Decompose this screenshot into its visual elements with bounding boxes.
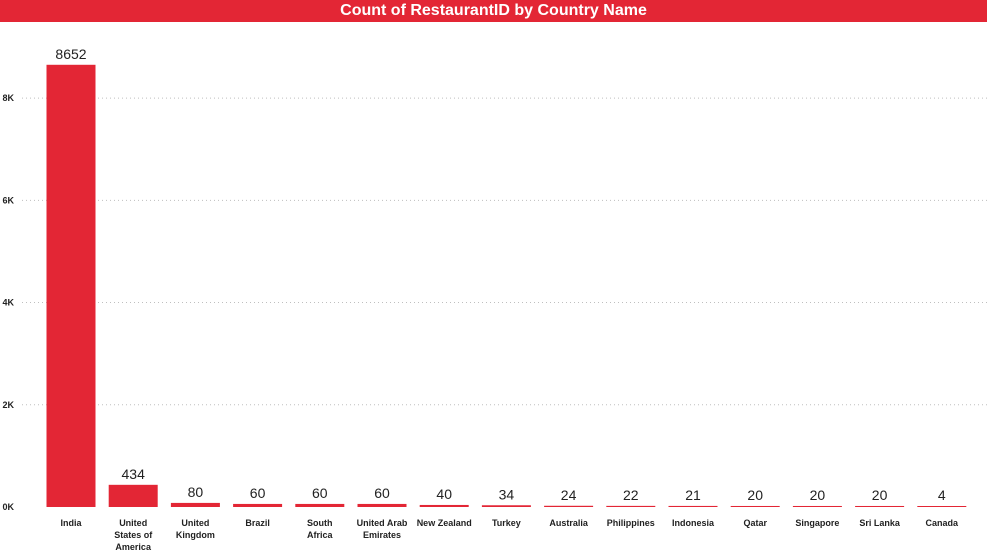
bar xyxy=(357,503,407,507)
category-label: Australia xyxy=(549,518,589,528)
category-label: New Zealand xyxy=(417,518,472,528)
category-label: Canada xyxy=(926,518,960,528)
chart-title-bar: Count of RestaurantID by Country Name xyxy=(0,0,987,22)
data-label: 60 xyxy=(312,485,328,501)
bar xyxy=(170,502,220,507)
data-label: 21 xyxy=(685,487,701,503)
bar xyxy=(606,505,656,507)
category-label: Philippines xyxy=(607,518,655,528)
y-tick-label: 4K xyxy=(2,298,14,308)
category-label: Turkey xyxy=(492,518,521,528)
y-tick-label: 6K xyxy=(2,195,14,205)
bar xyxy=(792,505,842,507)
chart-title: Count of RestaurantID by Country Name xyxy=(340,2,647,19)
category-label: India xyxy=(60,518,82,528)
data-label: 24 xyxy=(561,487,577,503)
data-label: 20 xyxy=(747,487,763,503)
data-label: 80 xyxy=(188,484,204,500)
bar xyxy=(46,64,96,507)
category-label: Singapore xyxy=(795,518,839,528)
bar xyxy=(668,505,718,507)
bar xyxy=(855,505,905,507)
data-label: 8652 xyxy=(55,46,86,62)
bar xyxy=(233,503,283,507)
category-label: South Africa xyxy=(307,518,334,540)
bar xyxy=(730,505,780,507)
bar xyxy=(295,503,345,507)
data-label: 4 xyxy=(938,487,946,503)
category-label: Brazil xyxy=(245,518,270,528)
y-tick-label: 8K xyxy=(2,93,14,103)
category-label: United Kingdom xyxy=(176,518,215,540)
bar xyxy=(917,506,967,507)
data-label: 60 xyxy=(374,485,390,501)
bar xyxy=(544,505,594,507)
data-label: 434 xyxy=(122,466,146,482)
y-tick-label: 0K xyxy=(2,502,14,512)
bar xyxy=(481,505,531,507)
category-label: Qatar xyxy=(743,518,767,528)
category-label: Sri Lanka xyxy=(859,518,901,528)
bar xyxy=(419,504,469,507)
data-label: 60 xyxy=(250,485,266,501)
category-label: United Arab Emirates xyxy=(357,518,408,540)
bar xyxy=(108,484,158,507)
data-label: 40 xyxy=(436,486,452,502)
data-label: 34 xyxy=(499,486,515,502)
y-tick-label: 2K xyxy=(2,400,14,410)
category-label: United States of America xyxy=(114,518,153,552)
data-label: 22 xyxy=(623,487,639,503)
data-label: 20 xyxy=(810,487,826,503)
data-label: 20 xyxy=(872,487,888,503)
category-label: Indonesia xyxy=(672,518,715,528)
